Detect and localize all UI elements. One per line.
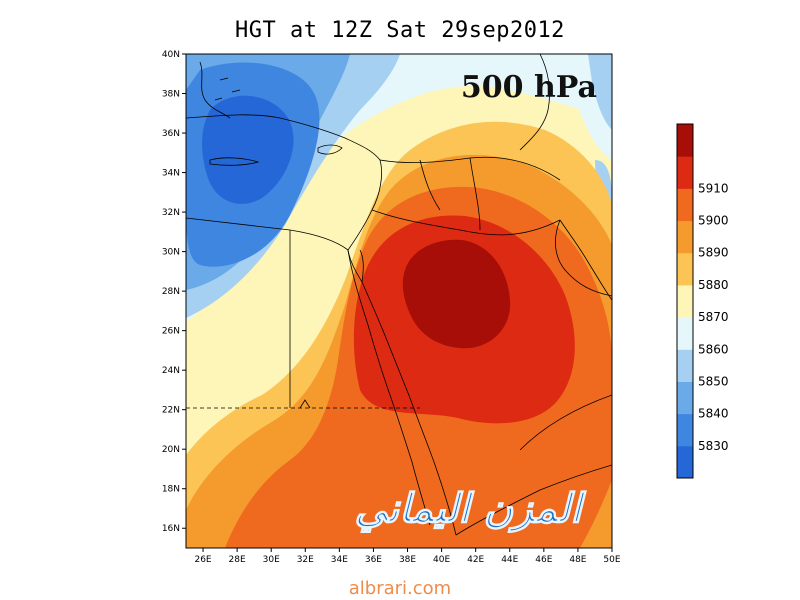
pressure-level-label: 500 hPa [461,70,597,105]
colorbar-label: 5910 [698,181,729,195]
lon-tick-label: 40E [433,555,450,565]
colorbar-swatch [677,445,693,479]
lat-tick-label: 34N [162,169,180,179]
lat-tick-label: 22N [162,406,180,416]
lat-tick-label: 28N [162,287,180,297]
colorbar-swatch [677,317,693,350]
coastlines [186,54,612,536]
colorbar-label: 5900 [698,214,729,228]
colorbar-label: 5830 [698,439,729,453]
colorbar-label: 5840 [698,407,729,421]
lat-tick-label: 32N [162,208,180,218]
lon-tick-label: 28E [229,555,246,565]
lon-tick-label: 42E [467,555,484,565]
lon-tick-label: 26E [194,555,211,565]
lon-tick-label: 36E [365,555,382,565]
longitude-axis: 26E 28E 30E 32E 34E 36E 38E 40E 42E 44E 46E 48E 50E [194,548,621,565]
colorbar-label: 5870 [698,310,729,324]
colorbar-label: 5860 [698,342,729,356]
lat-tick-label: 36N [162,129,180,139]
lon-tick-label: 48E [569,555,586,565]
colorbar-swatch [677,124,693,157]
colorbar-label: 5850 [698,374,729,388]
lat-tick-label: 18N [162,485,180,495]
lon-tick-label: 32E [297,555,314,565]
lat-tick-label: 26N [162,327,180,337]
lon-tick-label: 44E [501,555,518,565]
height-field [186,54,612,548]
lat-tick-label: 24N [162,366,180,376]
plot-frame [185,53,613,549]
colorbar: 5830 5840 5850 5860 5870 5880 5890 5900 5910 [676,123,729,479]
colorbar-swatch [677,381,693,415]
signature-lettering: المزن اليماني [355,486,587,533]
lat-tick-label: 16N [162,524,180,534]
lon-tick-label: 30E [263,555,280,565]
colorbar-swatch [677,284,693,318]
colorbar-swatch [677,156,693,189]
lat-tick-label: 40N [162,50,180,60]
colorbar-swatch [677,188,693,222]
colorbar-swatch [677,349,693,382]
lat-tick-label: 20N [162,445,180,455]
colorbar-swatch [677,220,693,254]
colorbar-swatch [677,413,693,447]
field-max [402,239,511,349]
field-5830 [202,95,294,204]
lon-tick-label: 50E [603,555,620,565]
lon-tick-label: 46E [535,555,552,565]
lat-tick-label: 30N [162,248,180,258]
map-title: HGT at 12Z Sat 29sep2012 [235,18,565,43]
lon-tick-label: 34E [331,555,348,565]
lat-tick-label: 38N [162,90,180,100]
colorbar-frame [676,123,694,479]
colorbar-label: 5880 [698,278,729,292]
lon-tick-label: 38E [399,555,416,565]
colorbar-swatch [677,252,693,286]
latitude-axis: 16N 18N 20N 22N 24N 26N 28N 30N 32N 34N 36N 38N 40N [162,50,186,534]
field-5860-east [588,54,612,130]
colorbar-label: 5890 [698,246,729,260]
site-watermark[interactable]: albrari.com [348,578,452,599]
